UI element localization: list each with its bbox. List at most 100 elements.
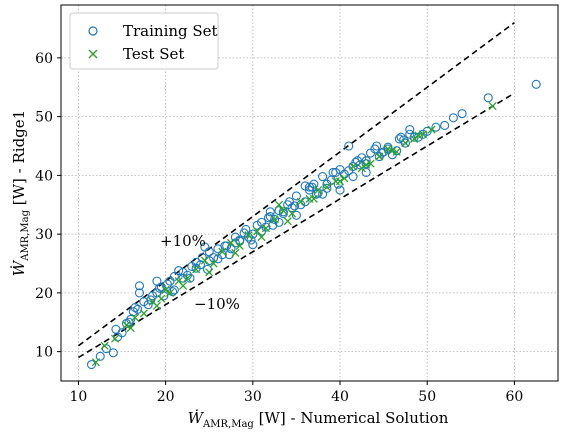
train-point [134,288,145,298]
x-tick-label: 20 [157,389,175,405]
test-point [375,152,384,161]
test-point [388,146,397,155]
test-point [183,274,192,283]
train-point [209,253,219,263]
test-point [253,227,262,236]
train-point [86,359,97,370]
test-point [383,144,393,153]
train-point [335,185,345,195]
x-axis-label: ẆAMR,Mag [W] - Numerical Solution [188,409,449,430]
train-point [111,324,121,334]
train-point [143,300,153,310]
train-point [95,351,105,361]
train-point [178,267,188,277]
train-point [304,182,315,192]
test-point [401,139,410,148]
test-point [157,294,166,303]
train-point [377,148,387,158]
test-point [296,197,305,206]
test-point [161,285,170,294]
test-point [235,241,244,250]
lower-bound-line [78,92,515,359]
train-point [278,209,288,219]
train-point [405,125,415,135]
train-point [213,254,223,264]
train-point [274,217,284,227]
train-point [197,253,207,263]
axis-ticks: 10 20 30 40 50 60 10 20 30 40 50 60 [35,51,523,405]
train-point [531,79,541,89]
lower-bound-label: −10% [194,295,240,313]
train-point [431,122,441,132]
test-point [139,309,148,318]
train-point [248,240,258,250]
legend-train-label: Training Set [123,22,218,40]
train-point [287,203,297,213]
test-point [279,206,288,215]
y-tick-label: 10 [35,345,53,361]
train-point [355,160,365,170]
train-point [265,207,275,217]
test-point [340,174,349,183]
x-tick-label: 50 [418,389,436,405]
test-point [218,247,227,256]
test-point [126,324,135,333]
train-point [169,271,179,281]
train-point [361,167,371,177]
test-point [179,281,188,290]
test-point [283,217,292,226]
train-point [152,288,162,298]
train-point [134,281,145,291]
y-tick-label: 60 [35,51,53,67]
test-point [131,313,140,322]
x-tick-label: 30 [244,389,262,405]
train-point [318,189,328,199]
legend-train-marker [88,26,98,36]
test-point [414,131,423,140]
test-point [111,334,120,343]
train-point [246,235,256,245]
train-point [313,188,323,198]
y-tick-label: 40 [35,168,53,184]
train-point [351,157,361,167]
train-point [185,273,195,283]
test-point [244,231,253,240]
test-point [349,162,358,171]
train-point [174,265,184,276]
train-point [284,197,294,207]
train-point [372,141,382,151]
test-point [270,215,279,224]
train-point [204,247,214,257]
x-tick-label: 60 [505,389,523,405]
train-point [457,109,467,119]
y-tick-label: 20 [35,286,53,302]
test-point [488,101,497,111]
train-point [383,144,393,154]
y-axis-label: ẆAMR,Mag [W] - Ridge1 [10,110,31,276]
legend-test-label: Test Set [123,45,184,63]
test-point [274,200,284,209]
test-point [335,177,345,186]
train-point [328,167,338,177]
test-point [231,248,240,257]
train-point [108,348,118,358]
test-point [309,194,318,203]
plot-frame [60,4,559,382]
train-point [344,166,354,176]
test-point [152,301,161,310]
train-point [191,257,201,267]
x-tick-label: 10 [70,389,88,405]
test-point [205,268,214,277]
train-point [405,129,415,139]
train-point [130,303,140,313]
train-point [348,172,358,182]
train-point [440,120,450,130]
test-point [288,209,297,218]
train-point [291,210,301,220]
train-point [422,126,432,136]
test-point [362,160,371,169]
test-point [209,259,218,268]
train-point [322,183,332,193]
test-point [122,321,131,330]
